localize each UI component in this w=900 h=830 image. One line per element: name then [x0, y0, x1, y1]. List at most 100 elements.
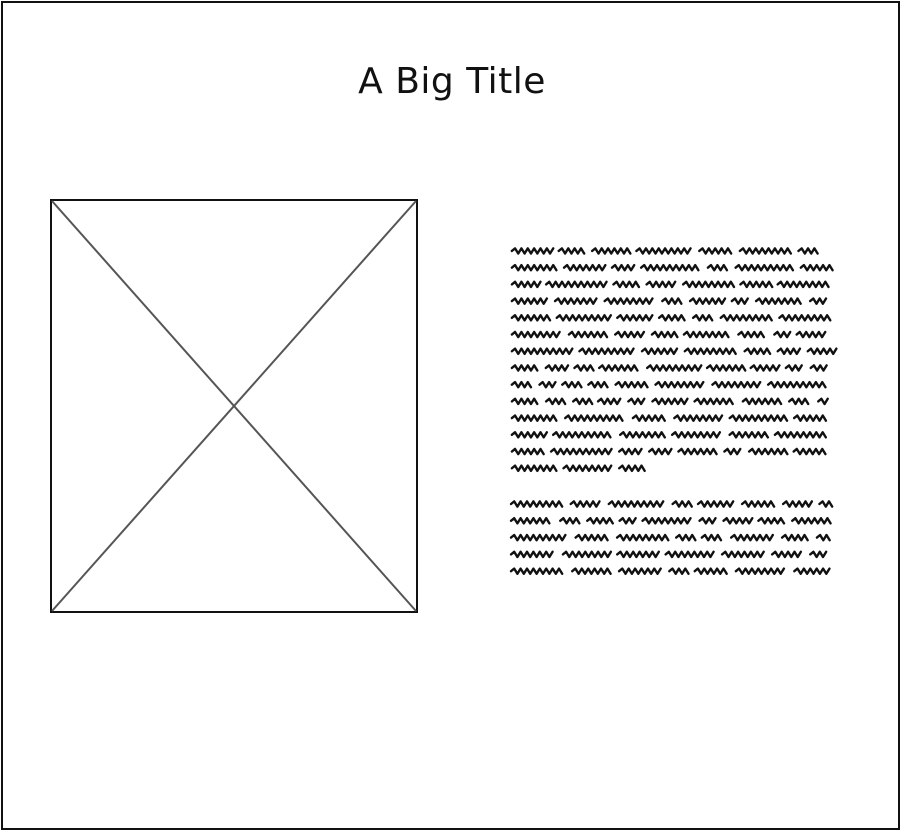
scribble-word [569, 500, 601, 508]
scribble-word [780, 533, 809, 542]
scribble-word [792, 447, 827, 456]
scribble-word [645, 280, 677, 289]
scribble-word [696, 500, 735, 508]
scribble-word [791, 517, 832, 525]
scribble-word [510, 280, 542, 289]
scribble-word [705, 364, 747, 372]
scribble-word [773, 330, 792, 339]
scribble-word [510, 464, 558, 473]
scribble-word [776, 347, 802, 356]
scribble-word [618, 464, 646, 473]
scribble-word [561, 380, 583, 389]
scribble-word [598, 364, 639, 372]
scribble-word [654, 380, 705, 389]
scribble-word [711, 380, 762, 389]
scribble-word [510, 297, 549, 305]
body-paragraph-2 [509, 497, 849, 581]
scribble-word [544, 280, 608, 289]
scribble-word [509, 550, 554, 559]
scribble-word [737, 330, 766, 339]
image-placeholder-icon [50, 199, 418, 613]
scribble-word [645, 364, 703, 372]
scribble-word [544, 397, 567, 406]
scribble-word [612, 280, 641, 289]
scribble-word [799, 263, 834, 272]
scribble-word [586, 517, 614, 525]
scribble-word [661, 297, 683, 305]
scribble-word [573, 364, 595, 372]
scribble-word [561, 550, 613, 559]
scribble-word [555, 314, 613, 322]
scribble-word [747, 447, 789, 456]
scribble-word [792, 414, 828, 422]
scribble-word [618, 517, 637, 525]
scribble-word [671, 500, 693, 508]
scribble-word [574, 533, 609, 542]
scribble-word [730, 297, 749, 305]
scribble-word [509, 500, 564, 508]
scribble-word [510, 447, 545, 456]
scribble-word [816, 397, 829, 406]
scribble-word [673, 414, 724, 422]
scribble-word [510, 347, 574, 356]
scribbled-text-icon [509, 500, 834, 575]
scribble-word [571, 567, 612, 575]
scribble-word [610, 263, 636, 272]
scribble-word [787, 397, 810, 406]
scribble-word [749, 364, 781, 372]
scribble-word [728, 431, 770, 439]
scribble-word [681, 280, 736, 289]
scribble-word [614, 330, 646, 339]
scribble-word [740, 500, 776, 508]
scribble-word [571, 397, 594, 406]
scribble-word [590, 247, 632, 255]
scribble-word [691, 314, 714, 322]
scribble-word [510, 263, 558, 272]
scribble-word [562, 464, 613, 473]
scribble-word [544, 364, 570, 372]
scribble-word [734, 567, 786, 575]
scribble-word [734, 263, 795, 272]
scribble-word [677, 447, 718, 456]
scribble-word [650, 330, 679, 339]
scribble-word [809, 550, 828, 559]
scribble-word [603, 297, 654, 305]
scribble-word [664, 550, 715, 559]
scribble-word [728, 414, 789, 422]
scribble-word [538, 380, 557, 389]
scribble-word [557, 247, 586, 255]
scribble-word [510, 431, 549, 439]
scribble-word [567, 330, 609, 339]
scribble-word [559, 517, 581, 525]
scribble-word [706, 263, 729, 272]
scribble-word [549, 447, 613, 456]
scribble-word [770, 550, 803, 559]
scribble-word [778, 314, 832, 322]
scribble-word [675, 533, 697, 542]
scribble-word [639, 263, 700, 272]
scribble-word [607, 500, 665, 508]
scribble-word [578, 347, 635, 356]
scribble-word [510, 330, 561, 339]
body-paragraph-1 [509, 244, 849, 478]
scribble-word [818, 500, 834, 508]
scribble-word [616, 550, 660, 559]
scribble-word [722, 517, 754, 525]
scribble-word [509, 533, 567, 542]
image-placeholder [50, 199, 418, 613]
scribble-word [657, 314, 686, 322]
scribble-word [551, 431, 612, 439]
page-title: A Big Title [358, 61, 546, 102]
scribble-word [743, 347, 772, 356]
scribble-word [510, 380, 533, 389]
scribble-word [776, 280, 830, 289]
scribble-word [808, 297, 828, 305]
scribble-word [510, 247, 555, 255]
scribble-word [563, 414, 624, 422]
scribble-word [797, 247, 819, 255]
scribble-word [741, 397, 783, 406]
scribble-word [635, 247, 692, 255]
scribble-word [510, 364, 539, 372]
scribble-word [730, 533, 774, 542]
